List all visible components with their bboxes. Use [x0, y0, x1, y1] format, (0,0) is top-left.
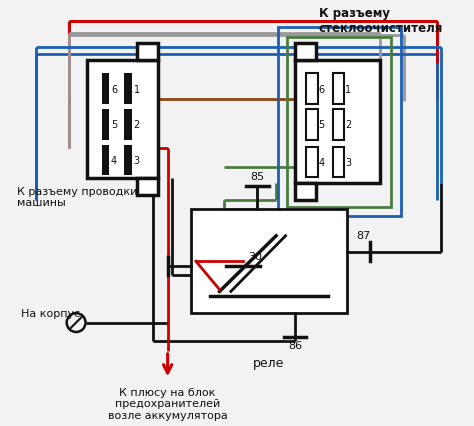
Bar: [101, 110, 109, 140]
Text: 4: 4: [111, 156, 117, 166]
Bar: [306, 148, 318, 178]
Bar: [306, 74, 318, 104]
Bar: [124, 146, 132, 176]
Text: 1: 1: [134, 84, 140, 94]
Text: реле: реле: [254, 356, 285, 369]
Text: К разъему
стеклоочистителя: К разъему стеклоочистителя: [319, 8, 443, 35]
Text: 30: 30: [248, 252, 262, 262]
Bar: [124, 110, 132, 140]
Text: 87: 87: [356, 231, 371, 241]
Bar: [333, 74, 344, 104]
Bar: [295, 61, 380, 184]
Bar: [278, 28, 401, 216]
Bar: [101, 146, 109, 176]
Text: 6: 6: [111, 84, 117, 94]
Text: 4: 4: [319, 158, 325, 168]
Text: 5: 5: [319, 120, 325, 130]
Text: 2: 2: [345, 120, 351, 130]
Bar: [191, 210, 347, 314]
Bar: [87, 61, 158, 179]
Text: На корпус: На корпус: [21, 308, 81, 318]
Text: 5: 5: [111, 120, 117, 130]
Bar: [333, 148, 344, 178]
Text: 3: 3: [345, 158, 351, 168]
Text: К плюсу на блок
предохранителей
возле аккумулятора: К плюсу на блок предохранителей возле ак…: [108, 387, 228, 420]
Bar: [333, 110, 344, 140]
Bar: [137, 179, 158, 196]
Bar: [101, 74, 109, 104]
Text: 86: 86: [288, 340, 302, 350]
Bar: [287, 37, 391, 207]
Text: 3: 3: [134, 156, 140, 166]
Bar: [306, 110, 318, 140]
Text: К разъему проводки
машины: К разъему проводки машины: [17, 186, 137, 208]
Bar: [124, 74, 132, 104]
Text: 6: 6: [319, 84, 325, 94]
Text: 85: 85: [250, 172, 264, 181]
Bar: [295, 44, 316, 61]
Bar: [295, 184, 316, 201]
Text: 2: 2: [134, 120, 140, 130]
Bar: [137, 44, 158, 61]
Text: 1: 1: [345, 84, 351, 94]
